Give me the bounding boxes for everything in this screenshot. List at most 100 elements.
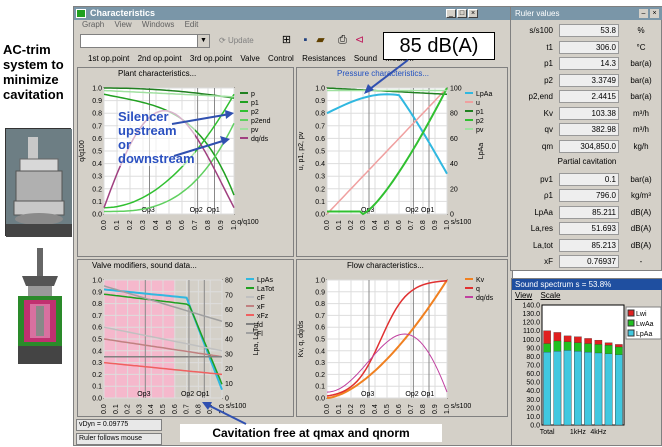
tab-valve[interactable]: Valve [240,54,260,63]
ruler-unit: kg/h [633,141,649,151]
y-tick-label: 0.4 [315,161,325,168]
ruler-label: La,tot [532,240,553,250]
save-icon[interactable]: ▪ [303,34,308,46]
y-tick-label: 0.1 [315,199,325,206]
ruler-row: s/s100 53.8% [513,23,661,38]
sound-legend-label: Lwi [636,311,647,318]
cavitation-annotation: Cavitation free at qmax and qnorm [180,424,442,442]
legend-label: dq/ds [251,136,269,143]
minimize-button[interactable]: _ [446,9,456,18]
ruler-unit: % [637,26,645,35]
tab-2nd-op-point[interactable]: 2nd op.point [137,54,182,63]
x-tick-label: 0.1 [336,404,343,414]
x-tick-label: 0.7 [192,220,199,230]
x-tick-label: 1.0 [444,220,451,230]
valve-cutaway [10,248,70,368]
db-callout: 85 dB(A) [383,32,495,60]
x-tick-label: 0.0 [101,404,108,414]
window-titlebar: Characteristics [74,7,514,20]
layout-icon[interactable]: ⊞ [281,34,292,46]
panel-valve: Valve modifiers, sound data... 1.0 0.9 0.8… [77,259,294,417]
open-icon[interactable]: ▰ [316,34,325,46]
ruler-value: 796.0 [559,189,619,202]
y-tick-label: 0.8 [315,111,325,118]
ruler-unit: dB(A) [630,240,652,250]
ruler-label: qv [544,125,553,134]
y2-tick-label: 20 [225,366,233,373]
op-label: Op1 [207,207,220,214]
sound-y-tick-label: 80.0 [526,354,540,361]
tab-resistances[interactable]: Resistances [302,54,346,63]
y2-axis-label: Lpa, LaTot [253,323,260,356]
sound-title: Sound spectrum s = 53.8% [512,279,662,290]
ruler-value: 0.1 [559,172,619,186]
y2-tick-label: 60 [450,136,458,143]
menu-edit[interactable]: Edit [184,20,199,29]
y-tick-label: 0.1 [92,384,102,391]
ruler-close-button[interactable]: × [650,9,659,18]
y2-tick-label: 40 [225,337,233,344]
legend-label: pv [476,127,484,134]
menu-windows[interactable]: Windows [141,20,175,29]
legend-label: p1 [251,100,259,107]
close-button[interactable]: × [468,9,478,18]
x-tick-label: 0.0 [324,220,331,230]
x-tick-label: 1.0 [219,404,226,414]
y-tick-label: 0.4 [315,348,325,355]
ruler-value: 2.4415 [559,90,619,103]
tab-3rd-op-point[interactable]: 3rd op.point [189,54,233,63]
ruler-values-panel: Ruler values – × s/s100 53.8% t1 306.0 °C p1 1… [510,6,662,271]
x-tick-label: 0.2 [125,404,132,414]
y-tick-label: 0.4 [92,348,102,355]
x-tick-label: 0.4 [153,220,160,230]
menu-graph[interactable]: Graph [82,20,105,29]
menu-view[interactable]: View [114,20,132,29]
chevron-down-icon[interactable]: ▼ [197,35,209,47]
ruler-minimize-button[interactable]: – [639,9,648,18]
selector-combobox[interactable]: ▼ [80,34,210,48]
tab-control[interactable]: Control [268,54,294,63]
y-axis-label: Kv, q, dq/ds [298,320,305,357]
tab-sound[interactable]: Sound [353,54,378,63]
y-tick-label: 0.5 [315,337,325,344]
panel-valve-title: Valve modifiers, sound data... [92,261,197,270]
sound-menubar: View Scale [515,291,560,301]
ruler-label: s/s100 [529,26,553,35]
x-tick-label: 0.7 [408,404,415,414]
ruler-label: Kv [543,108,553,118]
sound-bar-lpaa [543,351,551,426]
ruler-row: LpAa 85.211 dB(A) [513,205,661,220]
x-axis-label: q/q100 [237,219,259,226]
ruler-label: qm [541,141,553,151]
y2-tick-label: 80 [450,111,458,118]
panel-plant-title: Plant characteristics... [118,69,197,78]
y-tick-label: 0.1 [92,199,102,206]
legend-label: fd [257,322,263,329]
update-icon: ⟳ [219,36,228,45]
x-axis-label: s/s100 [226,403,247,410]
sound-menu-scale[interactable]: Scale [540,291,561,300]
update-button[interactable]: ⟳ Update [219,36,254,45]
legend-label: cF [257,295,265,302]
y2-tick-label: 50 [225,322,233,329]
panel-flow: Flow characteristics... 1.0 0.9 0.8 0.7 0.6 0… [296,259,508,417]
ruler-unit: dB(A) [630,224,652,233]
print-icon[interactable]: ⎙ [338,34,347,46]
ruler-row: p2,end 2.4415 bar(a) [513,89,661,104]
y-tick-label: 0.7 [315,313,325,320]
status-vdyn: vDyn = 0.09775 [76,419,162,431]
ruler-title: Ruler values [511,7,662,20]
curve-p2 [103,93,235,209]
chart-icon[interactable]: ⊲ [354,34,365,46]
legend-label: pv [251,127,259,134]
ruler-row: qm 304,850.0 kg/h [513,139,661,154]
sound-menu-view[interactable]: View [515,291,533,300]
ruler-row: La,tot 85.213 dB(A) [513,238,661,253]
x-tick-label: 1.0 [444,404,451,414]
maximize-button[interactable]: □ [457,9,467,18]
legend-label: LpAa [476,91,492,98]
x-tick-label: 0.9 [207,404,214,414]
y-tick-label: 1.0 [92,86,102,93]
tab-1st-op-point[interactable]: 1st op.point [88,54,130,63]
x-tick-label: 0.5 [166,220,173,230]
